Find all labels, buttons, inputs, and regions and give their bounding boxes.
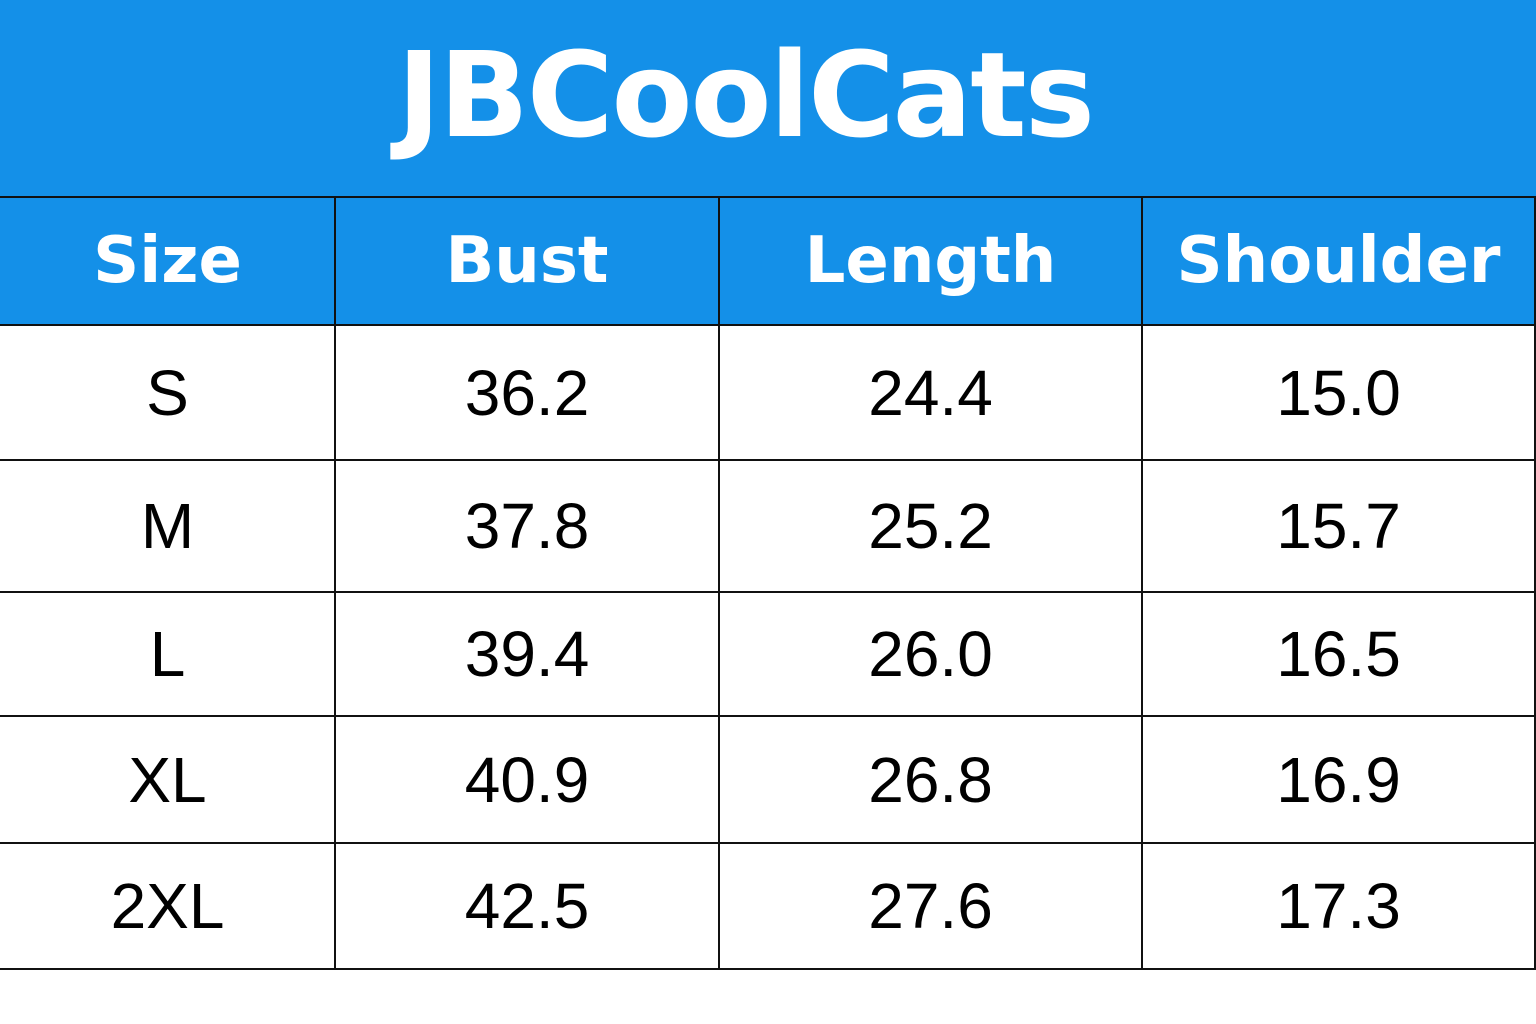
title: JBCoolCats (397, 26, 1095, 164)
column-header: Bust (335, 197, 719, 325)
table-cell: 39.4 (464, 618, 590, 690)
table-cell: 26.8 (868, 743, 993, 816)
row-border (0, 324, 1536, 326)
row-border (0, 842, 1536, 844)
table-cell: 36.2 (464, 356, 590, 429)
header-banner (0, 0, 1536, 197)
column-header: Size (0, 197, 335, 325)
row-border (0, 196, 1536, 198)
row-border (0, 968, 1536, 970)
row-border (0, 591, 1536, 593)
table-cell: XL (128, 743, 207, 816)
table-cell: 16.9 (1276, 743, 1401, 816)
table-cell: 26.0 (868, 618, 993, 690)
row-border (0, 459, 1536, 461)
table-cell: 15.7 (1276, 490, 1401, 562)
table-cell: 17.3 (1276, 870, 1401, 942)
table-cell: M (140, 490, 195, 562)
row-border (0, 715, 1536, 717)
column-header: Shoulder (1142, 197, 1535, 325)
column-border (718, 197, 720, 969)
table-cell: 24.4 (868, 356, 993, 429)
column-border (1534, 197, 1536, 969)
table-cell: 27.6 (868, 870, 993, 942)
table-cell: 42.5 (464, 870, 590, 942)
table-cell: 15.0 (1276, 356, 1401, 429)
column-header: Length (719, 197, 1142, 325)
table-cell: 37.8 (464, 490, 590, 562)
table-cell: L (149, 618, 186, 690)
table-cell: 16.5 (1276, 618, 1401, 690)
column-border (1141, 197, 1143, 969)
table-cell: 25.2 (868, 490, 993, 562)
table-cell: 40.9 (464, 743, 590, 816)
table-cell: S (146, 356, 189, 429)
column-border (334, 197, 336, 969)
table-cell: 2XL (110, 870, 225, 942)
